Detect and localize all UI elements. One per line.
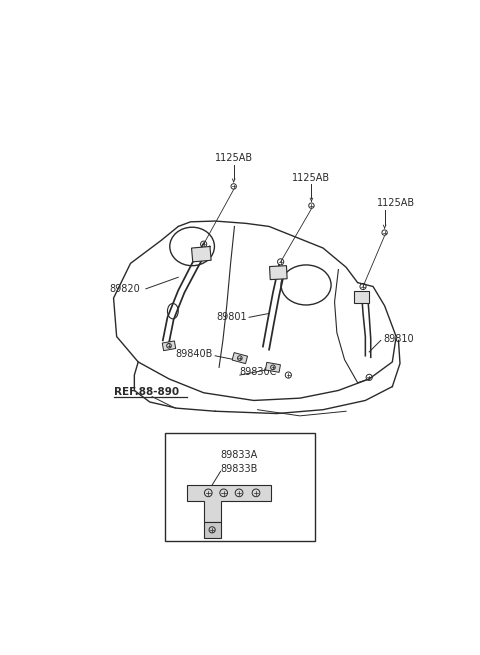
Text: 1125AB: 1125AB	[292, 172, 331, 183]
Text: 89810: 89810	[383, 334, 414, 344]
Text: 89833B: 89833B	[221, 464, 258, 474]
Polygon shape	[232, 352, 248, 364]
Text: 89833A: 89833A	[221, 450, 258, 460]
Polygon shape	[187, 485, 271, 522]
Text: 89840B: 89840B	[175, 349, 213, 359]
Text: 89820: 89820	[109, 284, 140, 294]
Polygon shape	[162, 341, 176, 350]
Polygon shape	[265, 362, 280, 372]
Text: 89830C: 89830C	[240, 367, 277, 377]
Text: REF.88-890: REF.88-890	[114, 386, 179, 396]
Polygon shape	[270, 266, 287, 280]
Bar	[165, 433, 315, 540]
Text: 1125AB: 1125AB	[377, 198, 415, 208]
Text: 1125AB: 1125AB	[215, 153, 253, 163]
Text: 89801: 89801	[217, 312, 247, 322]
Polygon shape	[354, 291, 369, 303]
Polygon shape	[192, 246, 211, 262]
Polygon shape	[204, 522, 221, 538]
